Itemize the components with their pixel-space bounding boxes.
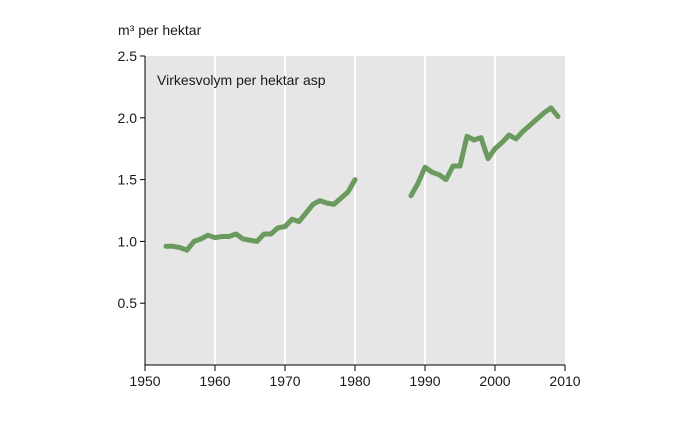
series-line-segment-1 [163, 177, 358, 253]
x-tick-label-1970: 1970 [269, 373, 300, 389]
x-tick-label-1990: 1990 [409, 373, 440, 389]
x-tick-label-2000: 2000 [479, 373, 510, 389]
y-axis-unit-label: m³ per hektar [118, 22, 202, 38]
x-tick-label-1960: 1960 [199, 373, 230, 389]
x-tick-label-1980: 1980 [339, 373, 370, 389]
series-line-segment-2 [408, 105, 561, 199]
y-tick-label-2: 1.5 [118, 172, 138, 188]
chart-annotation: Virkesvolym per hektar asp [157, 72, 326, 88]
y-tick-label-3: 2.0 [118, 110, 138, 126]
x-tick-label-1950: 1950 [129, 373, 160, 389]
x-tick-label-2010: 2010 [549, 373, 580, 389]
y-tick-label-0: 0.5 [118, 295, 138, 311]
y-tick-label-4: 2.5 [118, 48, 138, 64]
y-tick-label-1: 1.0 [118, 233, 138, 249]
